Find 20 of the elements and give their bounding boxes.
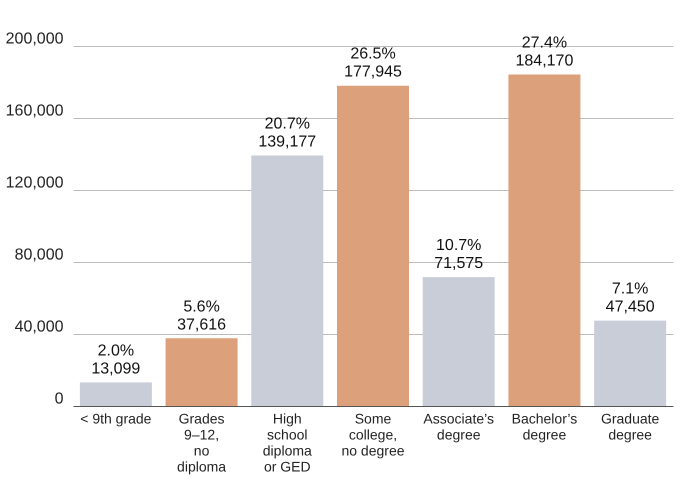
data-label: 26.5% 177,945 (344, 46, 402, 81)
data-label: 27.4% 184,170 (516, 34, 574, 70)
x-tick-label: Some college, no degree (341, 410, 405, 458)
data-label: 10.7% 71,575 (434, 237, 484, 272)
x-tick-label: < 9th grade (80, 410, 152, 426)
data-label: 2.0% 13,099 (91, 342, 140, 378)
x-tick-label: Grades 9–12, no diploma (177, 410, 226, 474)
y-tick-label: 160,000 (6, 102, 64, 120)
x-tick-label: Associate’s degree (423, 410, 494, 442)
y-tick-label: 120,000 (6, 174, 64, 192)
y-tick-label: 0 (54, 390, 64, 408)
x-tick-label: Graduate degree (600, 410, 660, 442)
data-label: 20.7% 139,177 (258, 115, 316, 150)
x-tick-label: Bachelor’s degree (512, 410, 578, 442)
y-tick-label: 80,000 (14, 246, 64, 264)
x-tick-label: High school diploma or GED (262, 410, 312, 474)
y-tick-label: 200,000 (6, 30, 64, 48)
data-label: 5.6% 37,616 (177, 298, 226, 334)
y-tick-label: 40,000 (14, 318, 64, 336)
data-label: 7.1% 47,450 (606, 280, 655, 316)
